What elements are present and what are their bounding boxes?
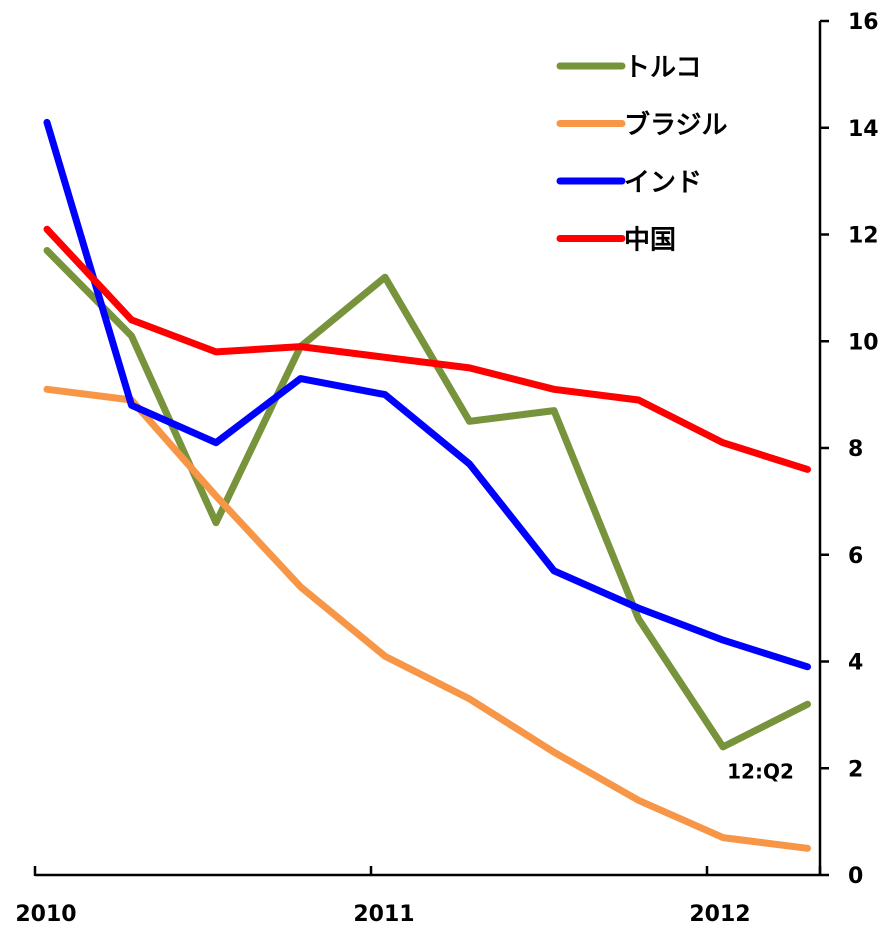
legend-label: 中国: [624, 226, 676, 256]
legend-label: インド: [624, 168, 702, 198]
series-line-0: [43, 247, 811, 751]
x-tick-label: 2010: [15, 902, 76, 927]
y-tick-label: 4: [848, 651, 863, 676]
y-tick-label: 14: [848, 117, 879, 142]
legend-label: ブラジル: [624, 110, 727, 141]
y-tick-label: 2: [848, 757, 863, 782]
x-tick-label: 2012: [689, 902, 750, 927]
y-tick-label: 16: [848, 10, 879, 35]
y-tick-label: 10: [848, 330, 879, 355]
y-tick-label: 0: [848, 864, 863, 889]
annotation-label: 12:Q2: [727, 759, 794, 783]
series-layer: [43, 118, 811, 852]
series-line-2: [43, 118, 811, 671]
y-tick-label: 6: [848, 544, 863, 569]
annotations: 12:Q2: [727, 759, 794, 783]
x-tick-label: 2011: [353, 902, 414, 927]
axes: 0 2 4 6 8 10 12 14 16 2010 2011 2012: [15, 10, 878, 927]
legend-label: トルコ: [624, 53, 701, 83]
series-line-3: [43, 225, 811, 473]
series-line-1: [43, 385, 811, 852]
y-tick-label: 8: [848, 437, 863, 462]
y-tick-label: 12: [848, 224, 879, 249]
